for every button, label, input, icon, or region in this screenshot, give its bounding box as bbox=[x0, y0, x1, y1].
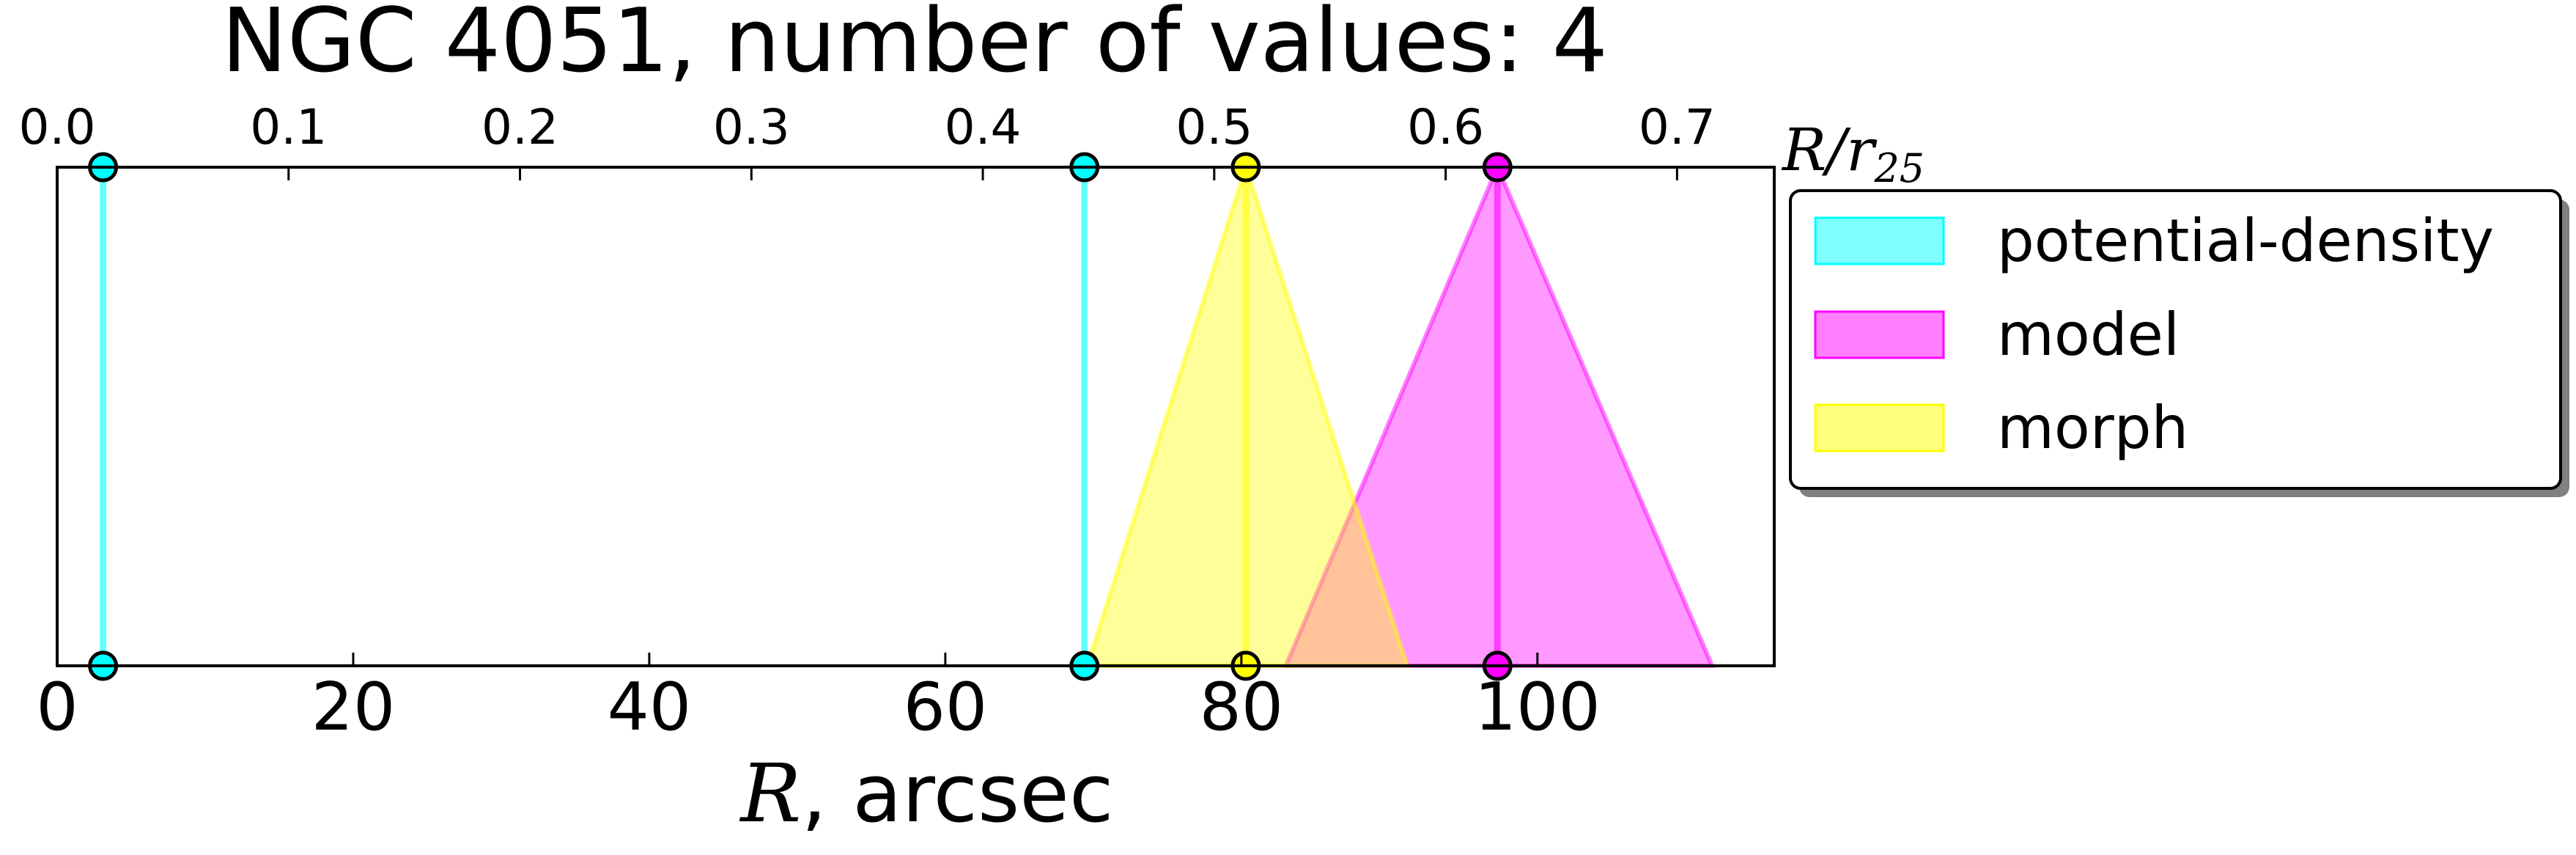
x-tick-label-80: 80 bbox=[1200, 669, 1284, 746]
top-axis-label-denominator: r bbox=[1846, 116, 1878, 184]
chart-title: NGC 4051, number of values: 4 bbox=[221, 0, 1608, 92]
top-tick-label-5: 0.5 bbox=[1176, 99, 1252, 155]
legend-box bbox=[1789, 189, 2562, 490]
x-axis-label-symbol: R bbox=[739, 746, 802, 840]
x-axis-bottom: 0 20 40 60 80 100 bbox=[36, 653, 1601, 746]
x-tick-label-40: 40 bbox=[608, 669, 692, 746]
top-axis-label: R/r25 bbox=[1781, 116, 1924, 191]
top-axis-label-subscript: 25 bbox=[1873, 145, 1924, 191]
top-tick-label-4: 0.4 bbox=[945, 99, 1022, 155]
legend: potential-density model morph bbox=[1789, 189, 2569, 497]
legend-swatch-potential-density bbox=[1814, 216, 1945, 265]
top-tick-label-2: 0.2 bbox=[481, 99, 558, 155]
plot-frame bbox=[56, 166, 1776, 667]
legend-swatch-model bbox=[1814, 310, 1945, 359]
legend-swatch-morph bbox=[1814, 403, 1945, 452]
top-tick-label-0: 0.0 bbox=[19, 99, 96, 155]
x-tick-label-60: 60 bbox=[904, 669, 988, 746]
plot-shapes bbox=[88, 152, 1716, 681]
legend-label-morph: morph bbox=[1997, 394, 2188, 462]
top-tick-label-6: 0.6 bbox=[1407, 99, 1484, 155]
legend-label-model: model bbox=[1997, 301, 2180, 369]
x-tick-label-100: 100 bbox=[1475, 669, 1601, 746]
top-tick-label-1: 0.1 bbox=[250, 99, 327, 155]
legend-label-potential-density: potential-density bbox=[1997, 207, 2494, 275]
x-tick-label-0: 0 bbox=[36, 669, 78, 746]
x-axis-label: R, arcsec bbox=[739, 746, 1114, 840]
x-tick-label-20: 20 bbox=[311, 669, 396, 746]
top-tick-label-7: 0.7 bbox=[1639, 99, 1716, 155]
x-axis-label-text: , arcsec bbox=[801, 746, 1113, 840]
top-axis-label-numerator: R bbox=[1781, 116, 1826, 184]
x-axis-top: 0.0 0.1 0.2 0.3 0.4 0.5 0.6 0.7 bbox=[19, 99, 1716, 180]
top-tick-label-3: 0.3 bbox=[713, 99, 790, 155]
